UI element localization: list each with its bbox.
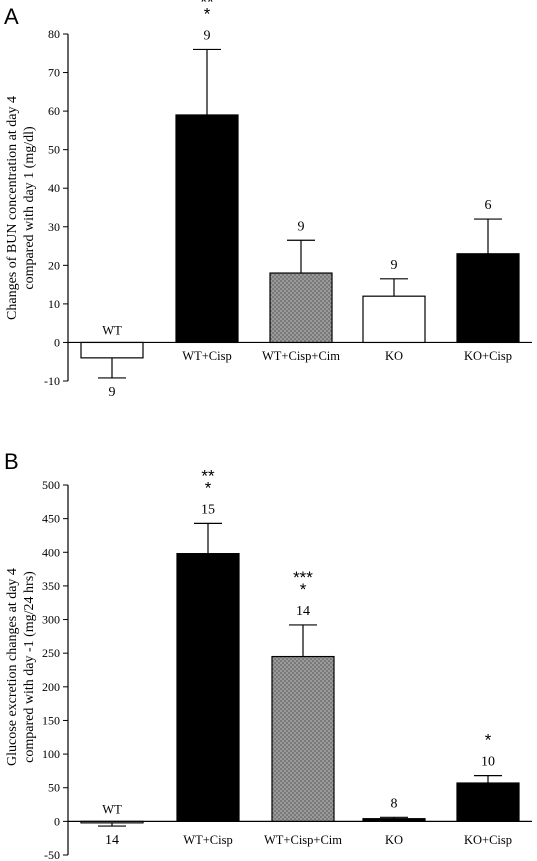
bar	[362, 295, 426, 344]
y-tick-label: 30	[48, 220, 60, 234]
category-label: KO+Cisp	[464, 349, 512, 363]
significance-marker: **	[200, 0, 214, 11]
n-label: 9	[109, 385, 116, 400]
category-label: KO	[385, 833, 403, 847]
y-tick-label: 300	[42, 613, 60, 627]
category-label: KO+Cisp	[464, 833, 512, 847]
y-tick-label: 20	[48, 258, 60, 272]
y-tick-label: 50	[48, 781, 60, 795]
category-label: WT	[102, 323, 122, 337]
y-axis-label: Glucose excretion changes at day 4	[5, 568, 20, 766]
y-tick-label: 100	[42, 747, 60, 761]
category-label: WT+Cisp	[182, 349, 231, 363]
category-label: WT	[102, 802, 122, 816]
significance-marker: **	[201, 466, 215, 485]
y-axis-label: Changes of BUN concentration at day 4	[5, 96, 20, 320]
bar	[80, 820, 144, 824]
bar	[271, 655, 335, 822]
bar	[269, 272, 333, 344]
y-tick-label: 40	[48, 181, 60, 195]
y-tick-label: 60	[48, 104, 60, 118]
panel-a: A -10 0 10 20 30 40 50 60 70 80 Changes of BUN con…	[4, 0, 532, 400]
bar	[80, 341, 144, 359]
y-tick-label: -50	[44, 848, 60, 861]
significance-marker: *	[205, 478, 212, 497]
n-label: 9	[391, 258, 398, 273]
y-tick-label: 50	[48, 143, 60, 157]
significance-marker: *	[300, 580, 307, 599]
y-tick-label: 250	[42, 646, 60, 660]
n-label: 14	[296, 604, 310, 619]
n-label: 15	[201, 502, 215, 517]
y-axis-label: compared with day -1 (mg/24 hrs)	[22, 571, 37, 763]
y-tick-label: 80	[48, 27, 60, 41]
category-label: WT+Cisp	[183, 833, 232, 847]
n-label: 10	[481, 755, 495, 770]
bar	[362, 818, 426, 822]
panel-letter-b: B	[4, 449, 19, 474]
n-label: 8	[391, 796, 398, 811]
y-tick-label: 0	[54, 335, 60, 349]
category-label: WT+Cisp+Cim	[262, 349, 340, 363]
significance-marker: *	[485, 731, 492, 750]
panel-letter-a: A	[4, 4, 19, 29]
y-tick-label: 70	[48, 66, 60, 80]
y-tick-label: 450	[42, 512, 60, 526]
significance-marker: ***	[293, 568, 313, 587]
bar	[175, 114, 239, 344]
n-label: 9	[204, 28, 211, 43]
y-axis-label: compared with day 1 (mg/dl)	[22, 126, 37, 290]
y-tick-label: 10	[48, 297, 60, 311]
y-tick-label: 150	[42, 713, 60, 727]
panel-b: B -50 0 50 100 150 200 250 300 350 400 450 500 Gluco…	[4, 449, 532, 861]
n-label: 14	[105, 833, 119, 848]
significance-marker: *	[204, 4, 211, 23]
n-label: 9	[298, 219, 305, 234]
bar	[456, 782, 520, 822]
n-label: 6	[485, 198, 492, 213]
y-tick-label: 350	[42, 579, 60, 593]
bar	[176, 553, 240, 822]
y-tick-label: -10	[44, 374, 60, 388]
y-tick-label: 400	[42, 545, 60, 559]
y-tick-label: 500	[42, 478, 60, 492]
y-tick-label: 0	[54, 814, 60, 828]
category-label: WT+Cisp+Cim	[264, 833, 342, 847]
y-tick-label: 200	[42, 680, 60, 694]
category-label: KO	[385, 349, 403, 363]
bar	[456, 253, 520, 344]
